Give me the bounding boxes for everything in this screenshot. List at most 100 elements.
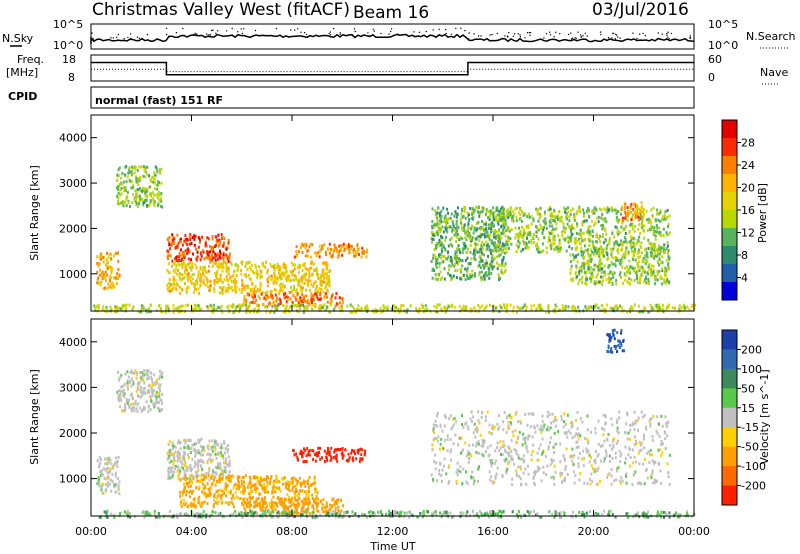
heatmap-cell bbox=[189, 474, 191, 478]
heatmap-cell bbox=[304, 246, 307, 250]
heatmap-cell bbox=[184, 461, 187, 464]
heatmap-cell bbox=[459, 270, 462, 274]
heatmap-cell bbox=[211, 237, 214, 241]
heatmap-cell bbox=[312, 297, 315, 301]
heatmap-cell bbox=[173, 470, 176, 474]
noise-search-point bbox=[508, 32, 510, 34]
heatmap-cell bbox=[189, 279, 192, 283]
heatmap-cell bbox=[456, 262, 459, 266]
heatmap-cell bbox=[313, 268, 315, 272]
heatmap-cell bbox=[250, 503, 252, 507]
heatmap-cell bbox=[402, 304, 405, 308]
heatmap-cell bbox=[191, 457, 194, 461]
heatmap-cell bbox=[199, 451, 202, 455]
heatmap-cell bbox=[487, 215, 490, 219]
heatmap-cell bbox=[184, 282, 186, 286]
heatmap-cell bbox=[536, 227, 539, 231]
heatmap-cell bbox=[182, 263, 184, 267]
heatmap-cell bbox=[279, 285, 282, 289]
heatmap-cell bbox=[346, 244, 348, 248]
heatmap-cell bbox=[242, 302, 245, 306]
heatmap-cell bbox=[293, 278, 296, 282]
heatmap-cell bbox=[298, 492, 301, 496]
heatmap-cell bbox=[455, 256, 458, 260]
heatmap-cell bbox=[509, 237, 512, 240]
heatmap-cell bbox=[295, 298, 297, 302]
heatmap-cell bbox=[393, 306, 396, 310]
heatmap-cell bbox=[96, 482, 99, 486]
heatmap-cell bbox=[108, 275, 111, 279]
heatmap-cell bbox=[499, 217, 502, 221]
heatmap-cell bbox=[294, 296, 297, 300]
heatmap-cell bbox=[680, 306, 683, 310]
heatmap-cell bbox=[522, 213, 525, 217]
heatmap-cell bbox=[541, 242, 544, 246]
heatmap-cell bbox=[481, 233, 484, 237]
heatmap-cell bbox=[598, 252, 601, 256]
heatmap-cell bbox=[461, 226, 463, 230]
heatmap-cell bbox=[153, 203, 156, 207]
heatmap-cell bbox=[588, 231, 591, 234]
heatmap-cell bbox=[214, 235, 217, 239]
noise-search-point bbox=[661, 33, 663, 35]
heatmap-cell bbox=[496, 249, 499, 253]
heatmap-cell bbox=[293, 267, 296, 271]
heatmap-cell bbox=[609, 279, 612, 283]
heatmap-cell bbox=[168, 241, 171, 245]
heatmap-cell bbox=[216, 495, 219, 498]
heatmap-cell bbox=[577, 282, 580, 286]
heatmap-cell bbox=[270, 474, 273, 478]
heatmap-cell bbox=[225, 470, 227, 474]
heatmap-cell bbox=[447, 268, 450, 272]
heatmap-cell bbox=[646, 272, 649, 276]
heatmap-cell bbox=[273, 300, 275, 304]
heatmap-cell bbox=[318, 255, 321, 259]
heatmap-cell bbox=[316, 295, 319, 299]
heatmap-cell bbox=[435, 258, 438, 261]
heatmap-cell bbox=[263, 485, 266, 489]
noise-search-point bbox=[480, 35, 482, 37]
heatmap-cell bbox=[307, 482, 309, 486]
heatmap-cell bbox=[603, 254, 605, 258]
heatmap-cell bbox=[620, 276, 622, 280]
heatmap-cell bbox=[551, 214, 554, 218]
heatmap-cell bbox=[630, 222, 633, 226]
heatmap-cell bbox=[155, 167, 158, 170]
noise-search-point bbox=[464, 29, 466, 32]
heatmap-cell bbox=[135, 197, 138, 201]
heatmap-cell bbox=[180, 248, 182, 252]
heatmap-cell bbox=[202, 270, 205, 274]
heatmap-cell bbox=[295, 487, 297, 491]
heatmap-cell bbox=[96, 281, 99, 285]
heatmap-cell bbox=[221, 288, 224, 292]
heatmap-cell bbox=[97, 262, 100, 266]
heatmap-cell bbox=[242, 503, 245, 507]
heatmap-cell bbox=[587, 230, 590, 234]
heatmap-cell bbox=[461, 251, 464, 255]
heatmap-cell bbox=[440, 220, 443, 224]
heatmap-cell bbox=[638, 281, 641, 285]
heatmap-cell bbox=[160, 401, 163, 405]
heatmap-cell bbox=[250, 289, 253, 293]
heatmap-cell bbox=[228, 459, 231, 463]
heatmap-cell bbox=[556, 247, 559, 251]
heatmap-cell bbox=[430, 231, 433, 235]
heatmap-cell bbox=[466, 266, 469, 270]
heatmap-cell bbox=[328, 279, 331, 283]
heatmap-cell bbox=[610, 253, 613, 257]
colorbar-segment bbox=[722, 282, 737, 301]
heatmap-cell bbox=[553, 208, 556, 212]
heatmap-cell bbox=[281, 285, 284, 289]
heatmap-cell bbox=[246, 284, 249, 288]
heatmap-cell bbox=[149, 303, 152, 307]
heatmap-cell bbox=[268, 481, 271, 485]
heatmap-cell bbox=[555, 222, 558, 226]
heatmap-cell bbox=[183, 482, 185, 486]
heatmap-cell bbox=[229, 275, 232, 279]
heatmap-cell bbox=[617, 232, 620, 236]
heatmap-cell bbox=[267, 476, 269, 480]
heatmap-cell bbox=[297, 300, 300, 304]
heatmap-cell bbox=[200, 465, 203, 469]
heatmap-cell bbox=[651, 264, 653, 268]
noise-search-point bbox=[215, 32, 217, 34]
